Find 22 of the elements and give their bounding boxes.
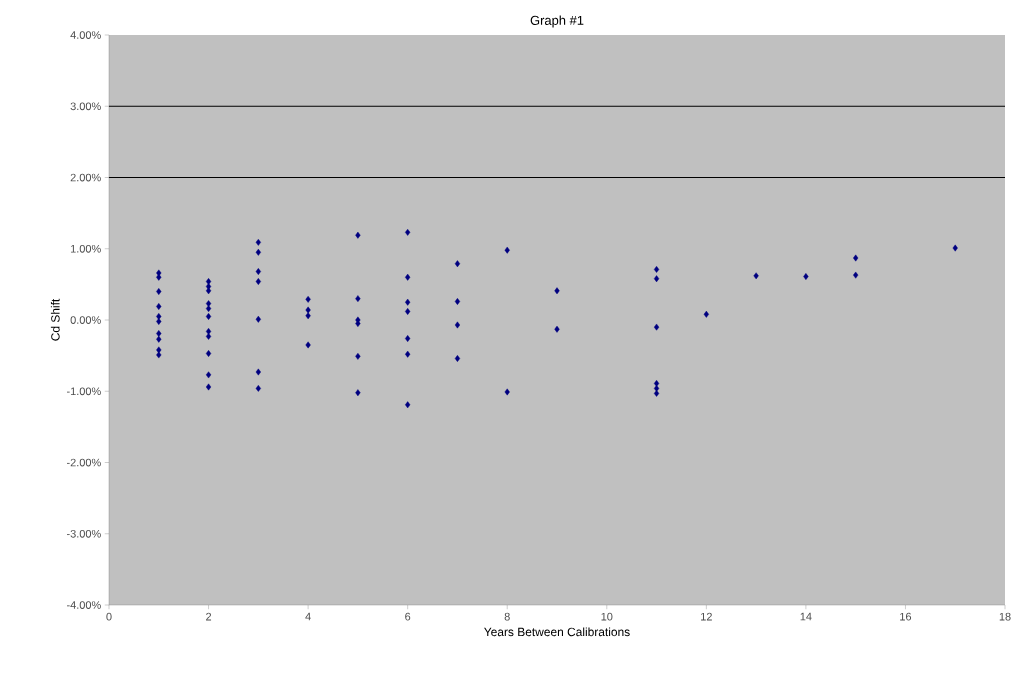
- y-tick-label: -1.00%: [66, 387, 101, 396]
- chart-title: Graph #1: [530, 15, 584, 28]
- x-tick-label: 12: [701, 612, 712, 621]
- y-axis-title: Cd Shift: [50, 298, 60, 341]
- x-tick-label: 8: [504, 612, 510, 621]
- x-tick-label: 18: [999, 612, 1011, 621]
- y-tick-label: 4.00%: [70, 31, 101, 39]
- y-tick-label: 1.00%: [70, 244, 101, 253]
- y-tick-label: -3.00%: [66, 529, 101, 538]
- x-tick-label: 6: [405, 612, 411, 621]
- y-tick-label: -2.00%: [66, 458, 101, 467]
- y-tick-label: 0.00%: [70, 316, 101, 324]
- x-tick-label: 0: [106, 612, 112, 621]
- y-tick-label: 3.00%: [70, 102, 101, 111]
- x-tick-label: 2: [206, 612, 212, 621]
- x-tick-label: 16: [900, 612, 912, 621]
- x-axis-title: Years Between Calibrations: [484, 627, 630, 637]
- x-tick-label: 10: [601, 612, 613, 621]
- x-tick-label: 14: [800, 612, 812, 621]
- y-tick-label: 2.00%: [70, 173, 101, 182]
- y-tick-label: -4.00%: [66, 601, 101, 609]
- x-tick-label: 4: [305, 612, 311, 621]
